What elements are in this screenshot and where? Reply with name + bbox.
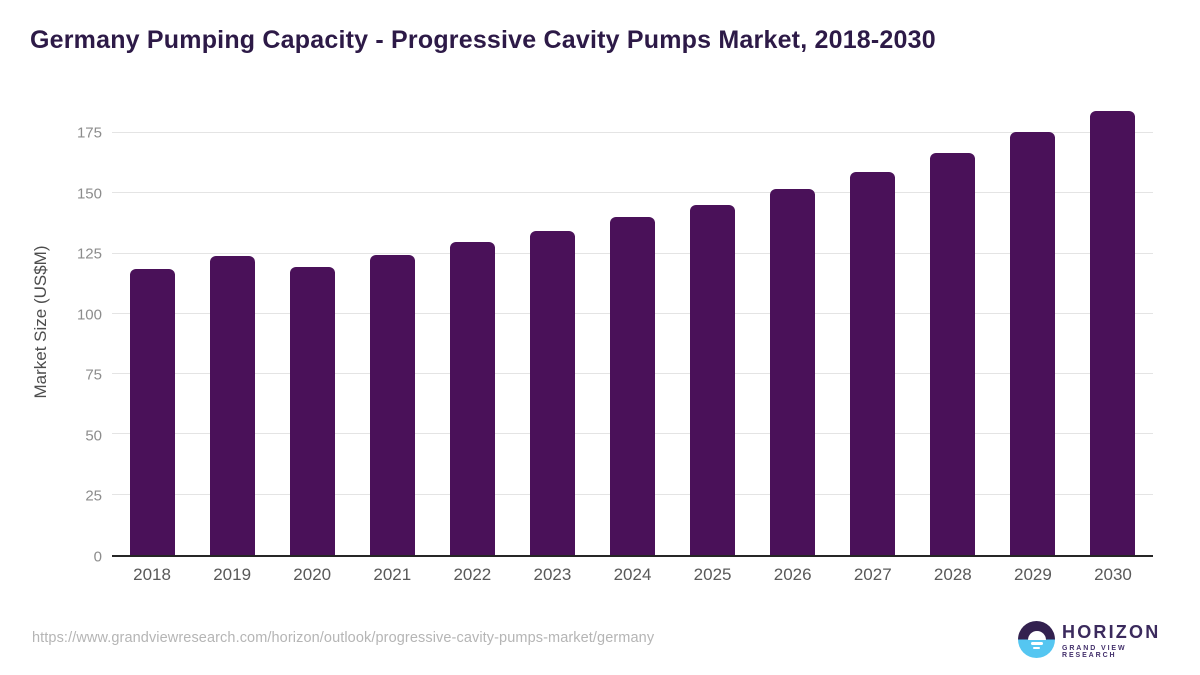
bar-slot-2026 bbox=[753, 97, 833, 555]
bar-2021 bbox=[369, 255, 415, 555]
x-tick-label-2022: 2022 bbox=[453, 565, 492, 584]
y-tick-label-50: 50 bbox=[85, 427, 102, 445]
y-tick-label-25: 25 bbox=[85, 487, 102, 505]
x-tick-label-2024: 2024 bbox=[613, 565, 652, 584]
bar-2023 bbox=[529, 230, 575, 555]
x-tick-label-2030: 2030 bbox=[1094, 565, 1132, 584]
bar-slot-2028 bbox=[913, 97, 993, 555]
wave-icon bbox=[1030, 642, 1043, 645]
bar-slot-2027 bbox=[833, 97, 913, 555]
x-tick-label-2029: 2029 bbox=[1013, 565, 1052, 584]
bar-2030 bbox=[1090, 111, 1136, 555]
bar-slot-2030 bbox=[1073, 97, 1153, 555]
bar-2027 bbox=[850, 171, 896, 555]
y-tick-label-75: 75 bbox=[85, 366, 102, 384]
logo-brand-name: HORIZON bbox=[1062, 622, 1161, 642]
bar-slot-2020 bbox=[272, 97, 352, 555]
bar-2018 bbox=[129, 269, 175, 555]
x-tick-label-2025: 2025 bbox=[693, 565, 732, 584]
x-tick-label-2023: 2023 bbox=[533, 565, 572, 584]
y-tick-label-150: 150 bbox=[76, 185, 102, 203]
gridline-175 bbox=[112, 132, 1153, 134]
bar-2022 bbox=[449, 241, 495, 555]
bar-slot-2021 bbox=[352, 97, 432, 555]
bar-slot-2022 bbox=[432, 97, 512, 555]
chart-title: Germany Pumping Capacity - Progressive C… bbox=[30, 26, 936, 54]
y-tick-label-0: 0 bbox=[93, 548, 102, 566]
x-tick-label-2021: 2021 bbox=[373, 565, 412, 584]
bar-slot-2024 bbox=[592, 97, 672, 555]
y-axis-tick-labels: 0 25 50 75 100 125 150 175 bbox=[0, 97, 102, 566]
bar-slot-2023 bbox=[512, 97, 592, 555]
horizon-logo-icon bbox=[1018, 621, 1055, 658]
x-tick-label-2019: 2019 bbox=[213, 565, 252, 584]
bar-2024 bbox=[610, 217, 655, 555]
bar-2029 bbox=[1010, 132, 1056, 555]
bar-2028 bbox=[930, 152, 976, 555]
source-url: https://www.grandviewresearch.com/horizo… bbox=[32, 630, 655, 646]
x-tick-label-2018: 2018 bbox=[133, 565, 171, 584]
bar-2020 bbox=[289, 267, 335, 555]
x-tick-label-2027: 2027 bbox=[853, 565, 892, 584]
bar-slot-2018 bbox=[112, 97, 192, 555]
x-tick-label-2026: 2026 bbox=[773, 565, 812, 584]
bar-2026 bbox=[770, 188, 816, 555]
bar-series bbox=[112, 97, 1153, 555]
wave-icon bbox=[1033, 646, 1040, 649]
x-tick-label-2020: 2020 bbox=[293, 565, 332, 584]
horizon-logo-text: HORIZON GRAND VIEW RESEARCH bbox=[1062, 623, 1170, 659]
bar-2019 bbox=[209, 256, 255, 555]
x-tick-label-2028: 2028 bbox=[933, 565, 972, 584]
horizon-logo: HORIZON GRAND VIEW RESEARCH bbox=[1018, 620, 1170, 660]
y-tick-label-175: 175 bbox=[76, 124, 102, 142]
logo-sub-brand-name: GRAND VIEW RESEARCH bbox=[1062, 645, 1127, 659]
y-tick-label-125: 125 bbox=[76, 245, 102, 263]
y-tick-label-100: 100 bbox=[76, 306, 102, 324]
gridline-150 bbox=[112, 192, 1153, 194]
bar-slot-2019 bbox=[192, 97, 272, 555]
plot-area bbox=[112, 97, 1153, 557]
bar-slot-2029 bbox=[993, 97, 1073, 555]
bar-2025 bbox=[690, 205, 736, 555]
sun-icon bbox=[1027, 630, 1046, 640]
bar-slot-2025 bbox=[673, 97, 753, 555]
x-axis-tick-labels: 2018 2019 2020 2021 2022 2023 2024 2025 2026 2027… bbox=[112, 565, 1153, 585]
